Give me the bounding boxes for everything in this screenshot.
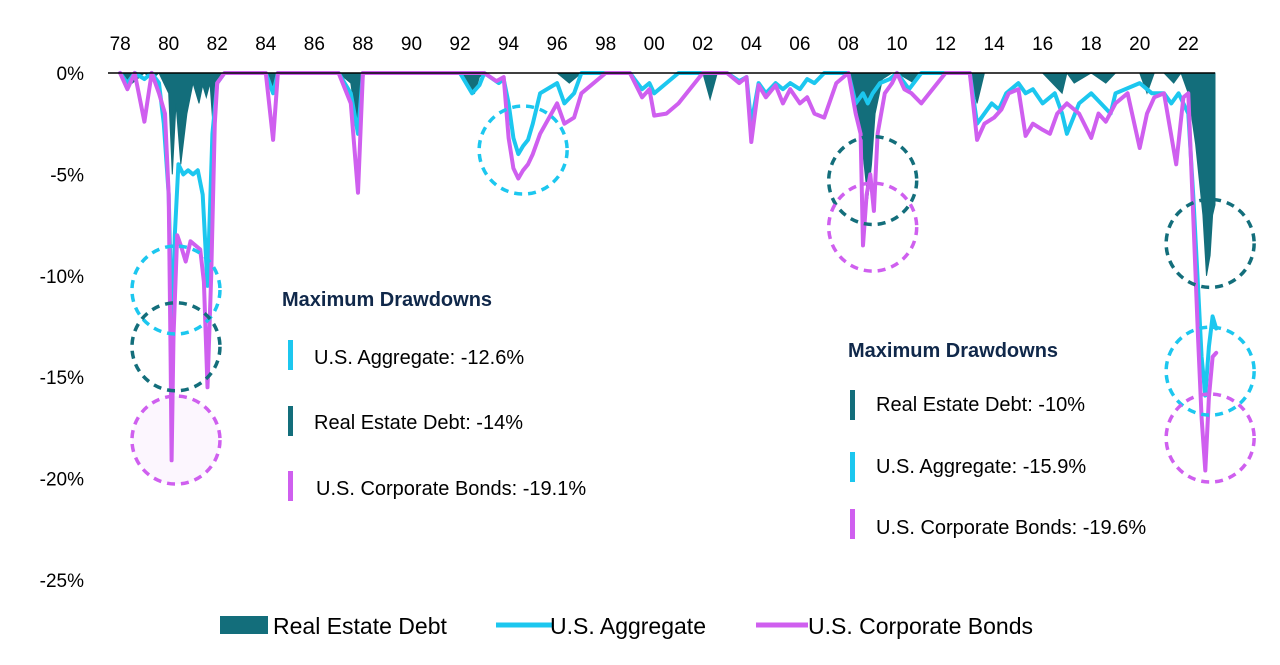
annotation-box-1: Maximum Drawdowns U.S. Aggregate: -12.6%…: [282, 289, 586, 501]
area-series-layer: [118, 71, 1216, 276]
annotation-1-item-1-swatch: [288, 340, 293, 370]
annotation-2-item-2-swatch: [850, 452, 855, 482]
legend-item-real-estate-debt: Real Estate Debt: [220, 613, 447, 639]
x-tick-label: 12: [935, 34, 956, 55]
x-tick-label: 84: [255, 34, 277, 55]
series-line-u-s-corporate-bonds: [118, 71, 1219, 473]
annotation-1-item-2-text: Real Estate Debt: -14%: [314, 412, 523, 434]
highlight-circle-u-s-aggregate: [130, 244, 222, 336]
legend-item-us-aggregate: U.S. Aggregate: [496, 613, 706, 639]
highlight-circle-u-s-corporate-bonds: [1164, 392, 1256, 484]
x-tick-label: 88: [352, 34, 373, 55]
y-tick-label: -15%: [40, 368, 84, 389]
highlight-circle-real-estate-debt: [130, 301, 222, 393]
legend-label-us-aggregate: U.S. Aggregate: [550, 613, 706, 639]
x-tick-label: 00: [644, 34, 665, 55]
highlight-circle-u-s-aggregate: [1164, 325, 1256, 417]
line-series-layer: [118, 71, 1219, 473]
legend-label-real-estate-debt: Real Estate Debt: [273, 613, 447, 639]
annotation-1-title: Maximum Drawdowns: [282, 289, 492, 311]
x-tick-label: 10: [886, 34, 907, 55]
annotation-1-item-3-text: U.S. Corporate Bonds: -19.1%: [316, 478, 586, 500]
x-tick-label: 96: [547, 34, 568, 55]
annotation-2-item-1-swatch: [850, 390, 855, 420]
x-tick-label: 80: [158, 34, 179, 55]
x-tick-label: 98: [595, 34, 616, 55]
x-tick-label: 08: [838, 34, 859, 55]
y-tick-label: -25%: [40, 571, 84, 592]
x-tick-label: 86: [304, 34, 325, 55]
annotation-1-item-2-swatch: [288, 406, 293, 436]
annotation-2-item-3-text: U.S. Corporate Bonds: -19.6%: [876, 517, 1146, 539]
x-tick-label: 82: [207, 34, 228, 55]
annotation-2-item-1-text: Real Estate Debt: -10%: [876, 394, 1085, 416]
axes: 0% -5% -10% -15% -20% -25% 78 80 82 84 86 88 90 92 94 9…: [40, 34, 1215, 592]
annotation-2-title: Maximum Drawdowns: [848, 340, 1058, 362]
x-tick-label: 02: [692, 34, 713, 55]
x-tick-label: 20: [1129, 34, 1150, 55]
highlight-circle-real-estate-debt: [826, 134, 919, 227]
highlight-circle-u-s-corporate-bonds: [130, 394, 222, 486]
annotation-2-item-2-text: U.S. Aggregate: -15.9%: [876, 456, 1086, 478]
y-tick-label: -5%: [50, 165, 84, 186]
annotation-1-item-3-swatch: [288, 471, 293, 501]
annotation-2-item-3-swatch: [850, 509, 855, 539]
annotation-box-2: Maximum Drawdowns Real Estate Debt: -10%…: [848, 340, 1146, 539]
x-tick-label: 18: [1081, 34, 1102, 55]
highlight-circle-real-estate-debt: [1164, 197, 1256, 290]
x-tick-label: 16: [1032, 34, 1053, 55]
legend-label-us-corporate-bonds: U.S. Corporate Bonds: [808, 613, 1033, 639]
annotation-1-item-1-text: U.S. Aggregate: -12.6%: [314, 347, 524, 369]
legend: Real Estate Debt U.S. Aggregate U.S. Cor…: [220, 613, 1033, 639]
series-area-real-estate-debt: [118, 71, 1216, 276]
legend-swatch-real-estate-debt: [220, 616, 268, 634]
y-tick-label: -20%: [40, 470, 84, 491]
highlight-circle-u-s-aggregate: [477, 104, 569, 196]
highlight-circle-u-s-corporate-bonds: [826, 181, 919, 273]
x-tick-label: 22: [1178, 34, 1199, 55]
x-tick-label: 14: [984, 34, 1006, 55]
x-tick-label: 06: [789, 34, 810, 55]
x-tick-label: 78: [110, 34, 131, 55]
x-tick-label: 92: [449, 34, 470, 55]
x-tick-label: 94: [498, 34, 520, 55]
legend-item-us-corporate-bonds: U.S. Corporate Bonds: [756, 613, 1033, 639]
y-tick-label: -10%: [40, 267, 84, 288]
x-tick-label: 90: [401, 34, 422, 55]
x-tick-label: 04: [741, 34, 763, 55]
highlight-circles: [130, 104, 1256, 486]
y-tick-label: 0%: [57, 64, 85, 85]
